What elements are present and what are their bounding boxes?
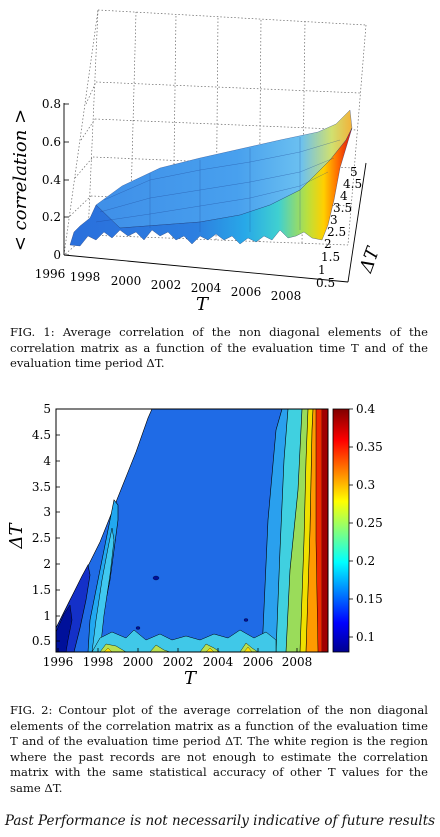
figure-1-caption: FIG. 1: Average correlation of the non d… [10, 325, 428, 370]
y-axis-label: ΔT [355, 243, 384, 276]
contour-fill [56, 409, 328, 652]
colorbar-ticks [349, 408, 353, 638]
y-tick-4: 4 [340, 189, 348, 203]
x-tick-2000: 2000 [111, 274, 142, 288]
y-tick-1.5: 1.5 [321, 250, 340, 264]
x-tick-2008: 2008 [271, 289, 302, 303]
z-tick-4: 0.8 [42, 97, 61, 111]
c-y-tick-1: 1 [43, 609, 51, 623]
y-tick-4.5: 4.5 [343, 177, 362, 191]
c-x-tick-2008: 2008 [282, 655, 313, 669]
y-tick-5: 5 [350, 165, 358, 179]
c-y-tick-5: 5 [43, 402, 51, 416]
x-axis-label: T [196, 294, 210, 315]
z-tick-0: 0 [53, 248, 61, 262]
x-tick-2004: 2004 [191, 281, 222, 295]
cbar-tick-0.3: 0.3 [356, 478, 375, 492]
cbar-tick-0.2: 0.2 [356, 554, 375, 568]
y-tick-3.5: 3.5 [333, 201, 352, 215]
c-x-tick-1996: 1996 [43, 655, 74, 669]
c-y-tick-4: 4 [43, 454, 51, 468]
contour-frame [55, 408, 329, 653]
contour-x-tick-labels: 1996 1998 2000 2002 2004 2006 2008 [43, 655, 313, 669]
x-tick-2006: 2006 [231, 285, 262, 299]
c-y-tick-2.5: 2.5 [32, 531, 51, 545]
c-x-tick-2004: 2004 [203, 655, 234, 669]
c-y-tick-2: 2 [43, 557, 51, 571]
y-tick-3: 3 [330, 213, 338, 227]
z-ticks [64, 103, 69, 256]
c-y-tick-3: 3 [43, 505, 51, 519]
figure-1-surface-plot: 0 0.2 0.4 0.6 0.8 < correlation > 1996 1… [10, 9, 385, 315]
cbar-tick-0.1: 0.1 [356, 630, 375, 644]
c-y-tick-4.5: 4.5 [32, 428, 51, 442]
y-tick-labels: 0.5 1 1.5 2 2.5 3 3.5 4 4.5 5 [316, 165, 362, 290]
contour-y-ticks [56, 408, 60, 642]
contour-y-tick-labels: 5 4.5 4 3.5 3 2.5 2 1.5 1 0.5 [32, 402, 51, 648]
c-x-tick-2000: 2000 [123, 655, 154, 669]
x-tick-2002: 2002 [151, 278, 182, 292]
figure-2-contour-plot: 5 4.5 4 3.5 3 2.5 2 1.5 1 0.5 ΔT 1996 19… [6, 402, 383, 689]
y-tick-2.5: 2.5 [327, 225, 346, 239]
cbar-tick-0.4: 0.4 [356, 402, 375, 416]
z-tick-labels: 0 0.2 0.4 0.6 0.8 [42, 97, 61, 262]
footer-disclaimer: Past Performance is not necessarily indi… [4, 813, 436, 829]
y-tick-0.5: 0.5 [316, 276, 335, 290]
colorbar [332, 408, 350, 653]
surface-mesh [95, 137, 341, 232]
figure-2-caption: FIG. 2: Contour plot of the average corr… [10, 703, 428, 795]
contour-x-axis-label: T [184, 668, 198, 689]
cbar-tick-0.25: 0.25 [356, 516, 383, 530]
x-tick-1998: 1998 [70, 270, 101, 284]
y-tick-1: 1 [318, 263, 326, 277]
z-axis-label: < correlation > [10, 109, 31, 251]
c-x-tick-1998: 1998 [83, 655, 114, 669]
x-tick-labels: 1996 1998 2000 2002 2004 2006 2008 [35, 267, 302, 303]
c-x-tick-2006: 2006 [243, 655, 274, 669]
c-y-tick-0.5: 0.5 [32, 634, 51, 648]
cbar-tick-0.35: 0.35 [356, 440, 383, 454]
cbar-tick-0.15: 0.15 [356, 592, 383, 606]
colorbar-tick-labels: 0.4 0.35 0.3 0.25 0.2 0.15 0.1 [356, 402, 383, 644]
surface-axes [63, 103, 367, 283]
y-tick-2: 2 [324, 237, 332, 251]
c-x-tick-2002: 2002 [163, 655, 194, 669]
c-y-tick-1.5: 1.5 [32, 583, 51, 597]
z-tick-2: 0.4 [42, 173, 61, 187]
surface-front [69, 127, 353, 247]
z-tick-1: 0.2 [42, 210, 61, 224]
x-tick-1996: 1996 [35, 267, 66, 281]
z-tick-3: 0.6 [42, 135, 61, 149]
c-y-tick-3.5: 3.5 [32, 480, 51, 494]
contour-y-axis-label: ΔT [6, 522, 27, 550]
contour-x-ticks [57, 648, 298, 652]
